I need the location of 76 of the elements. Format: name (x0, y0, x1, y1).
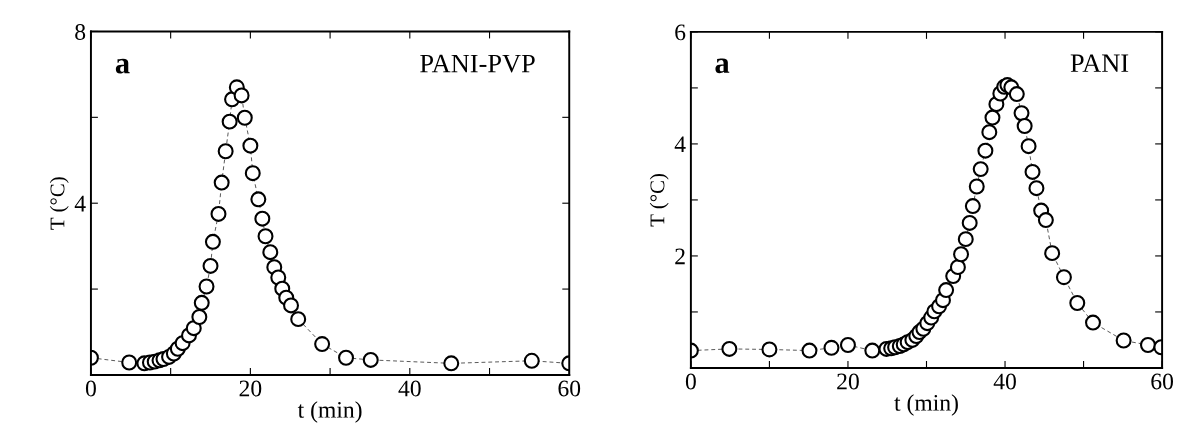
x-tick-label: 40 (993, 373, 1016, 390)
point (233, 87, 250, 104)
point (938, 282, 955, 299)
point (242, 137, 259, 154)
point (961, 214, 978, 231)
point (250, 191, 267, 208)
point (202, 257, 219, 274)
x-tick-label: 60 (1151, 373, 1174, 390)
point (198, 278, 215, 295)
point (977, 142, 994, 159)
point (191, 309, 208, 325)
point (1139, 337, 1156, 353)
point (1028, 180, 1045, 197)
point (801, 342, 818, 359)
point (1008, 86, 1025, 103)
point (362, 351, 379, 368)
point (257, 228, 274, 245)
point (1024, 163, 1041, 180)
x-axis-title: t (min) (894, 394, 958, 416)
point (204, 233, 221, 250)
x-tick-label: 0 (85, 380, 96, 397)
x-tick-label: 0 (685, 373, 696, 390)
point (283, 297, 300, 314)
point (314, 336, 331, 353)
point (236, 109, 253, 126)
point (953, 246, 970, 263)
point (221, 113, 238, 130)
point (864, 342, 881, 359)
y-tick-label: 4 (674, 136, 686, 153)
point (338, 349, 355, 366)
point (823, 339, 840, 356)
point (443, 355, 460, 372)
point (761, 341, 778, 358)
point (839, 337, 856, 353)
point (984, 109, 1001, 126)
point (1055, 269, 1072, 286)
y-tick-label: 6 (675, 24, 686, 41)
point (957, 231, 974, 248)
x-tick-label: 60 (558, 380, 581, 397)
point (217, 143, 234, 160)
point (290, 311, 307, 328)
point (213, 174, 230, 191)
point (523, 352, 540, 369)
x-tick-label: 20 (239, 380, 262, 397)
point (244, 165, 261, 182)
point (1044, 245, 1061, 262)
point (964, 198, 981, 215)
point (1069, 295, 1086, 311)
point (1037, 212, 1054, 229)
y-tick-label: 4 (74, 195, 86, 212)
point (721, 340, 738, 357)
annotation: a (115, 58, 130, 74)
x-axis-title: t (min) (297, 401, 362, 423)
point (193, 294, 210, 311)
point (949, 259, 966, 276)
y-tick-label: 8 (75, 23, 86, 40)
point (1115, 332, 1132, 349)
point (981, 124, 998, 141)
y-axis-title: T (°C) (649, 174, 669, 227)
point (1016, 118, 1033, 134)
annotation: PANI (1070, 54, 1129, 72)
point (1020, 138, 1037, 155)
point (1013, 105, 1030, 122)
point (972, 161, 989, 178)
point (210, 205, 227, 222)
point (254, 210, 271, 227)
annotation: PANI-PVP (420, 54, 535, 73)
point (1085, 314, 1101, 331)
x-tick-label: 40 (398, 380, 421, 397)
x-tick-label: 20 (837, 373, 859, 390)
point (968, 178, 985, 195)
y-tick-label: 2 (675, 248, 685, 265)
point (121, 354, 138, 371)
point (262, 244, 279, 261)
y-axis-title: T (°C) (49, 177, 69, 230)
annotation: a (715, 58, 730, 74)
